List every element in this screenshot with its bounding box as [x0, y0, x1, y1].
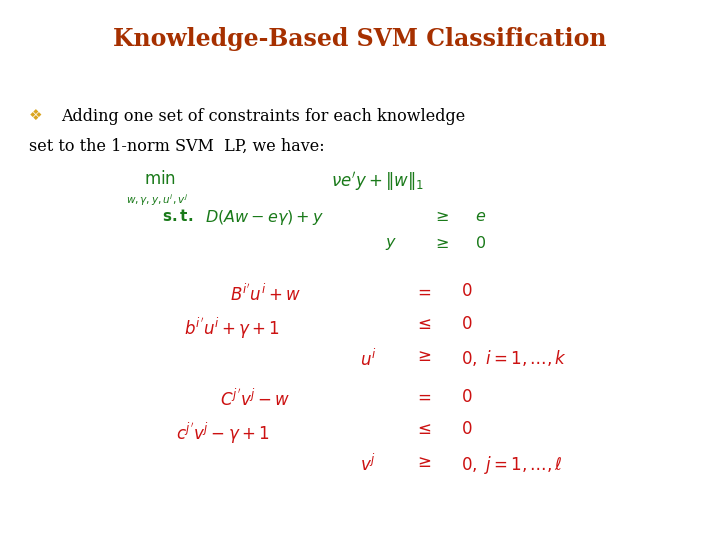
Text: $\nu e'y + \|w\|_1$: $\nu e'y + \|w\|_1$ [331, 170, 424, 193]
Text: $\min$: $\min$ [144, 170, 176, 188]
Text: $C^{j'}v^j - w$: $C^{j'}v^j - w$ [220, 389, 290, 410]
Text: Adding one set of constraints for each knowledge: Adding one set of constraints for each k… [61, 108, 465, 125]
Text: $u^i$: $u^i$ [360, 348, 377, 369]
Text: $0$: $0$ [461, 421, 472, 438]
Text: $=$: $=$ [414, 389, 431, 406]
Text: $b^{i'}u^i + \gamma + 1$: $b^{i'}u^i + \gamma + 1$ [184, 316, 279, 341]
Text: $v^j$: $v^j$ [360, 454, 376, 475]
Text: $\leq$: $\leq$ [414, 421, 431, 438]
Text: $0$: $0$ [461, 316, 472, 333]
Text: $0,\ j = 1,\ldots, \ell$: $0,\ j = 1,\ldots, \ell$ [461, 454, 562, 476]
Text: $y$: $y$ [385, 235, 397, 252]
Text: $\geq$: $\geq$ [432, 208, 449, 225]
Text: $0$: $0$ [461, 389, 472, 406]
Text: $0$: $0$ [461, 284, 472, 300]
Text: Knowledge-Based SVM Classification: Knowledge-Based SVM Classification [113, 27, 607, 51]
Text: $\geq$: $\geq$ [432, 235, 449, 252]
Text: $\geq$: $\geq$ [414, 454, 431, 470]
Text: set to the 1-norm SVM  LP, we have:: set to the 1-norm SVM LP, we have: [29, 138, 325, 154]
Text: $c^{j'}v^j - \gamma + 1$: $c^{j'}v^j - \gamma + 1$ [176, 421, 270, 447]
Text: $\geq$: $\geq$ [414, 348, 431, 365]
Text: $w,\gamma,y,u^i,v^j$: $w,\gamma,y,u^i,v^j$ [126, 192, 188, 207]
Text: $=$: $=$ [414, 284, 431, 300]
Text: $B^{i'}u^i + w$: $B^{i'}u^i + w$ [230, 284, 302, 305]
Text: $\leq$: $\leq$ [414, 316, 431, 333]
Text: $0$: $0$ [475, 235, 486, 252]
Text: ❖: ❖ [29, 108, 42, 123]
Text: $D(Aw - e\gamma) + y$: $D(Aw - e\gamma) + y$ [205, 208, 324, 227]
Text: $0,\ i = 1,\ldots, k$: $0,\ i = 1,\ldots, k$ [461, 348, 567, 368]
Text: $e$: $e$ [475, 208, 486, 225]
Text: $\mathbf{s.t.}$: $\mathbf{s.t.}$ [162, 208, 193, 224]
